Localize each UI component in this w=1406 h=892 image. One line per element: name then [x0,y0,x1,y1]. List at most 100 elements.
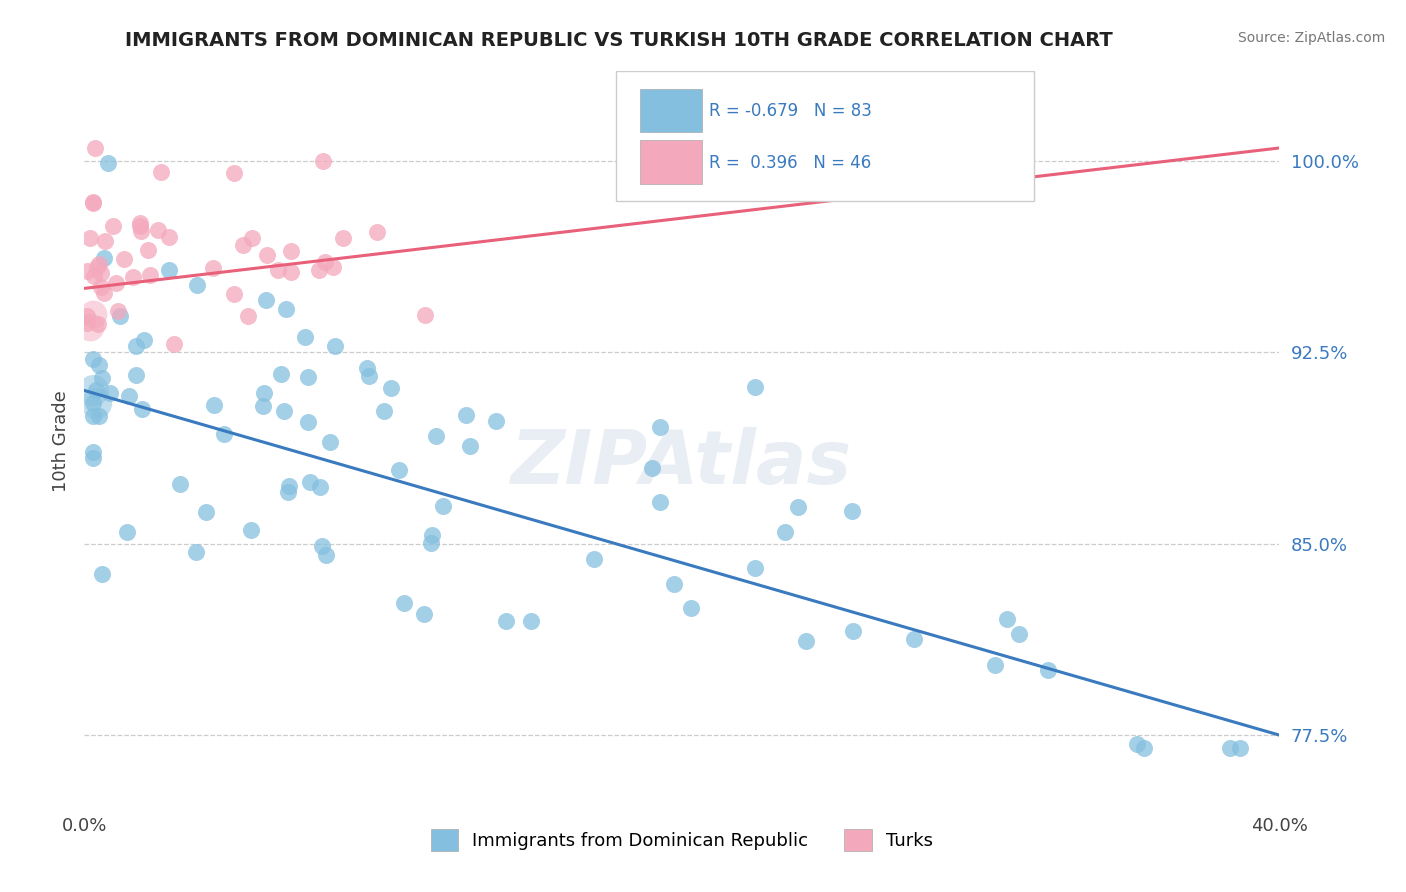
Point [222,166,245,180]
Point [129,224,152,238]
Point [796,633,818,648]
Point [773,524,796,539]
Point [90,266,112,280]
Point [101,219,124,233]
Point [1008,627,1031,641]
Point [297,369,319,384]
Point [184,544,207,558]
Point [419,536,441,550]
Point [169,477,191,491]
Point [82,195,104,210]
Point [312,153,335,168]
FancyBboxPatch shape [616,71,1035,201]
Point [267,263,290,277]
Point [254,293,277,307]
Text: R =  0.396   N = 46: R = 0.396 N = 46 [710,153,872,171]
Point [380,381,402,395]
Point [98,385,121,400]
Point [485,414,508,428]
Point [256,248,278,262]
Point [318,434,340,449]
Point [1036,663,1059,677]
Point [122,269,145,284]
Point [356,360,378,375]
Point [420,527,443,541]
Point [322,260,344,274]
Point [82,450,104,465]
Point [82,445,104,459]
Point [79,231,101,245]
Point [314,254,336,268]
Legend: Immigrants from Dominican Republic, Turks: Immigrants from Dominican Republic, Turk… [423,822,941,858]
Point [454,408,477,422]
Point [458,439,481,453]
Point [294,330,316,344]
Point [903,632,925,646]
Point [413,308,436,322]
Point [392,596,415,610]
Point [107,303,129,318]
Point [108,309,131,323]
Point [252,399,274,413]
Point [648,420,671,434]
Point [1219,740,1241,755]
Point [138,243,160,257]
Point [125,339,148,353]
Point [86,396,108,410]
Point [91,370,114,384]
Point [432,499,454,513]
Point [97,156,120,170]
Point [681,601,703,615]
Point [201,261,224,276]
Point [308,263,330,277]
Point [662,577,685,591]
Point [82,307,104,321]
Point [82,396,104,410]
Point [163,337,186,351]
Text: Source: ZipAtlas.com: Source: ZipAtlas.com [1237,31,1385,45]
Point [83,269,105,284]
Point [995,611,1018,625]
Point [359,369,381,384]
Point [495,615,517,629]
Point [112,252,135,266]
Point [82,194,104,209]
Point [1126,737,1149,751]
Point [253,385,276,400]
Point [1229,740,1251,755]
Point [520,614,543,628]
Text: IMMIGRANTS FROM DOMINICAN REPUBLIC VS TURKISH 10TH GRADE CORRELATION CHART: IMMIGRANTS FROM DOMINICAN REPUBLIC VS TU… [125,31,1112,50]
Point [315,548,337,562]
Point [276,302,298,317]
Point [425,428,447,442]
Point [744,379,766,393]
Point [79,319,101,334]
Point [139,268,162,283]
Point [366,225,388,239]
Point [129,216,152,230]
Point [309,480,332,494]
Point [76,264,98,278]
Point [149,165,172,179]
Point [202,398,225,412]
Point [86,384,108,398]
Point [311,540,333,554]
Point [373,404,395,418]
Point [280,265,302,279]
Point [89,358,111,372]
Point [129,219,152,233]
Point [157,230,180,244]
Text: R = -0.679   N = 83: R = -0.679 N = 83 [710,102,872,120]
Point [388,463,411,477]
Point [118,389,141,403]
Point [297,415,319,429]
Point [240,230,263,244]
Point [277,485,299,500]
Point [82,384,104,398]
Point [1132,740,1154,755]
Point [273,404,295,418]
Point [744,561,766,575]
Point [984,658,1007,673]
Point [93,252,115,266]
Point [76,309,98,323]
